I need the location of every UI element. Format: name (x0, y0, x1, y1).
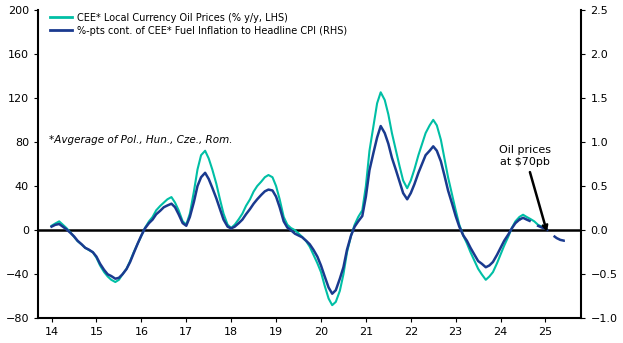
Text: Oil prices
at $70pb: Oil prices at $70pb (499, 145, 551, 229)
Legend: CEE* Local Currency Oil Prices (% y/y, LHS), %-pts cont. of CEE* Fuel Inflation : CEE* Local Currency Oil Prices (% y/y, L… (49, 11, 349, 38)
Text: *Avgerage of Pol., Hun., Cze., Rom.: *Avgerage of Pol., Hun., Cze., Rom. (49, 135, 232, 145)
